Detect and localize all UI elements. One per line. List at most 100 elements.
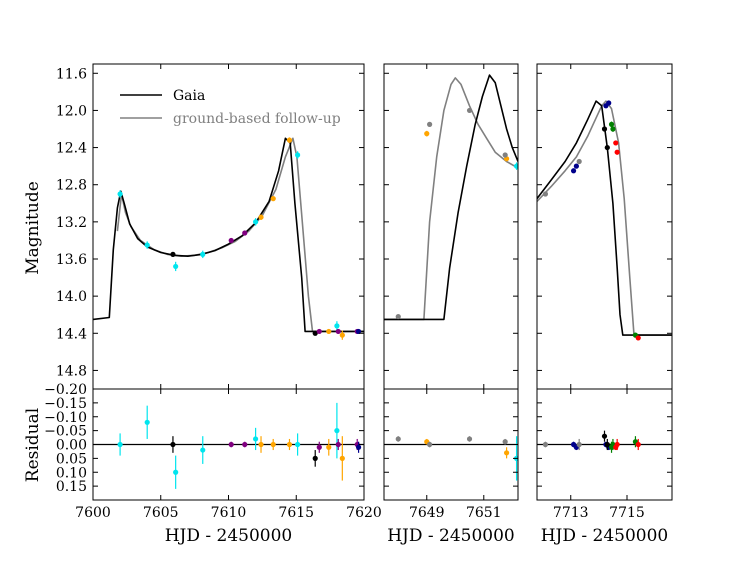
mag-tick-label: 14.4 [56, 326, 87, 342]
panel-xlabel: HJD - 2450000 [165, 526, 293, 546]
residual-point [117, 441, 123, 448]
mag-tick-label: 14.0 [56, 289, 87, 305]
model-followup-curve [384, 77, 518, 321]
mag-point [144, 242, 150, 248]
residual-tick-label: 0.00 [56, 438, 87, 454]
legend: Gaia ground-based follow-up [120, 88, 341, 127]
residual-point [286, 441, 293, 448]
mag-point [228, 237, 234, 244]
mag-point [466, 107, 473, 114]
mag-point [614, 149, 620, 155]
x-tick-label: 7620 [346, 505, 382, 521]
residual-point [604, 441, 610, 448]
residual-point [635, 441, 641, 448]
mag-point [335, 328, 341, 335]
magnitude-axis-label: Magnitude [23, 181, 43, 275]
x-tick-label: 7649 [409, 505, 445, 521]
mag-point [395, 313, 401, 320]
legend-followup-label: ground-based follow-up [173, 111, 341, 127]
mag-tick-label: 11.6 [56, 66, 87, 82]
residual-point [601, 433, 608, 439]
mag-point [635, 335, 641, 341]
residual-point [312, 455, 318, 461]
residual-point [542, 441, 549, 448]
plot-area [537, 100, 672, 453]
panel-1: 7600 7605 7610 7615 7620 HJD - 2450000 11.6 12.… [44, 63, 382, 546]
residual-point [228, 441, 234, 448]
residual-point [466, 436, 473, 442]
magnitude-frame [536, 63, 673, 390]
residual-point [427, 441, 433, 448]
mag-point [326, 328, 332, 335]
mag-point [613, 140, 619, 146]
magnitude-frame [383, 63, 519, 390]
mag-point [576, 158, 582, 165]
mag-point [200, 251, 206, 257]
mag-tick-label: 12.0 [56, 103, 87, 119]
mag-point [316, 328, 322, 335]
mag-point [610, 126, 616, 132]
residual-point [355, 444, 362, 450]
mag-tick-label: 13.6 [56, 252, 87, 268]
mag-point [606, 100, 612, 106]
x-tick-label: 7600 [75, 505, 111, 521]
model-gaia-curve [93, 137, 364, 333]
panels-layer: 7600 7605 7610 7615 7620 HJD - 2450000 11.6 12.… [44, 63, 673, 546]
residual-axis-label: Residual [23, 408, 43, 482]
mag-point [513, 163, 518, 169]
mag-point [334, 323, 340, 329]
legend-gaia-label: Gaia [173, 88, 205, 104]
mag-point [601, 126, 608, 132]
residual-point [576, 441, 582, 448]
mag-point [295, 152, 301, 158]
mag-tick-label: 13.2 [56, 215, 87, 231]
model-gaia-curve [384, 74, 518, 321]
mag-point [424, 131, 430, 137]
residual-point [170, 441, 176, 448]
mag-point [253, 219, 259, 225]
mag-point [570, 168, 577, 174]
mag-tick-label: 12.4 [56, 141, 87, 157]
x-tick-label: 7713 [553, 505, 589, 521]
model-followup-curve [116, 137, 364, 333]
mag-point [242, 230, 248, 236]
mag-point [542, 191, 549, 197]
mag-point [339, 332, 345, 338]
mag-point [286, 137, 293, 143]
mag-point [573, 163, 579, 169]
residual-point [502, 439, 508, 445]
mag-point [608, 121, 615, 127]
residual-point [316, 444, 322, 450]
x-tick-label: 7715 [609, 505, 645, 521]
residual-tick-label: −0.05 [44, 424, 87, 440]
residual-point [253, 436, 259, 442]
residual-tick-label: 0.05 [56, 451, 87, 467]
residual-point [144, 419, 150, 425]
residual-point [614, 441, 620, 448]
plot-area [93, 137, 364, 489]
x-tick-label: 7651 [466, 505, 502, 521]
residual-tick-label: −0.10 [44, 410, 87, 426]
mag-tick-label: 14.8 [56, 363, 87, 379]
mag-point [312, 330, 318, 336]
residual-point [295, 441, 301, 448]
residual-point [335, 441, 341, 448]
mag-point [270, 196, 276, 202]
mag-point [117, 191, 123, 197]
residual-point [258, 441, 264, 448]
residual-tick-label: 0.15 [56, 479, 87, 495]
residual-point [395, 436, 401, 442]
mag-point [355, 328, 362, 335]
mag-point [170, 251, 176, 257]
panel-2: 7649 7651 HJD - 2450000 [383, 63, 519, 546]
model-followup-curve [537, 100, 672, 336]
mag-point [258, 214, 264, 220]
mag-tick-label: 12.8 [56, 178, 87, 194]
residual-point [334, 428, 340, 434]
plot-area [384, 74, 518, 481]
x-tick-label: 7615 [278, 505, 314, 521]
residual-point [339, 455, 345, 461]
mag-point [604, 144, 610, 151]
residual-point [242, 441, 248, 448]
